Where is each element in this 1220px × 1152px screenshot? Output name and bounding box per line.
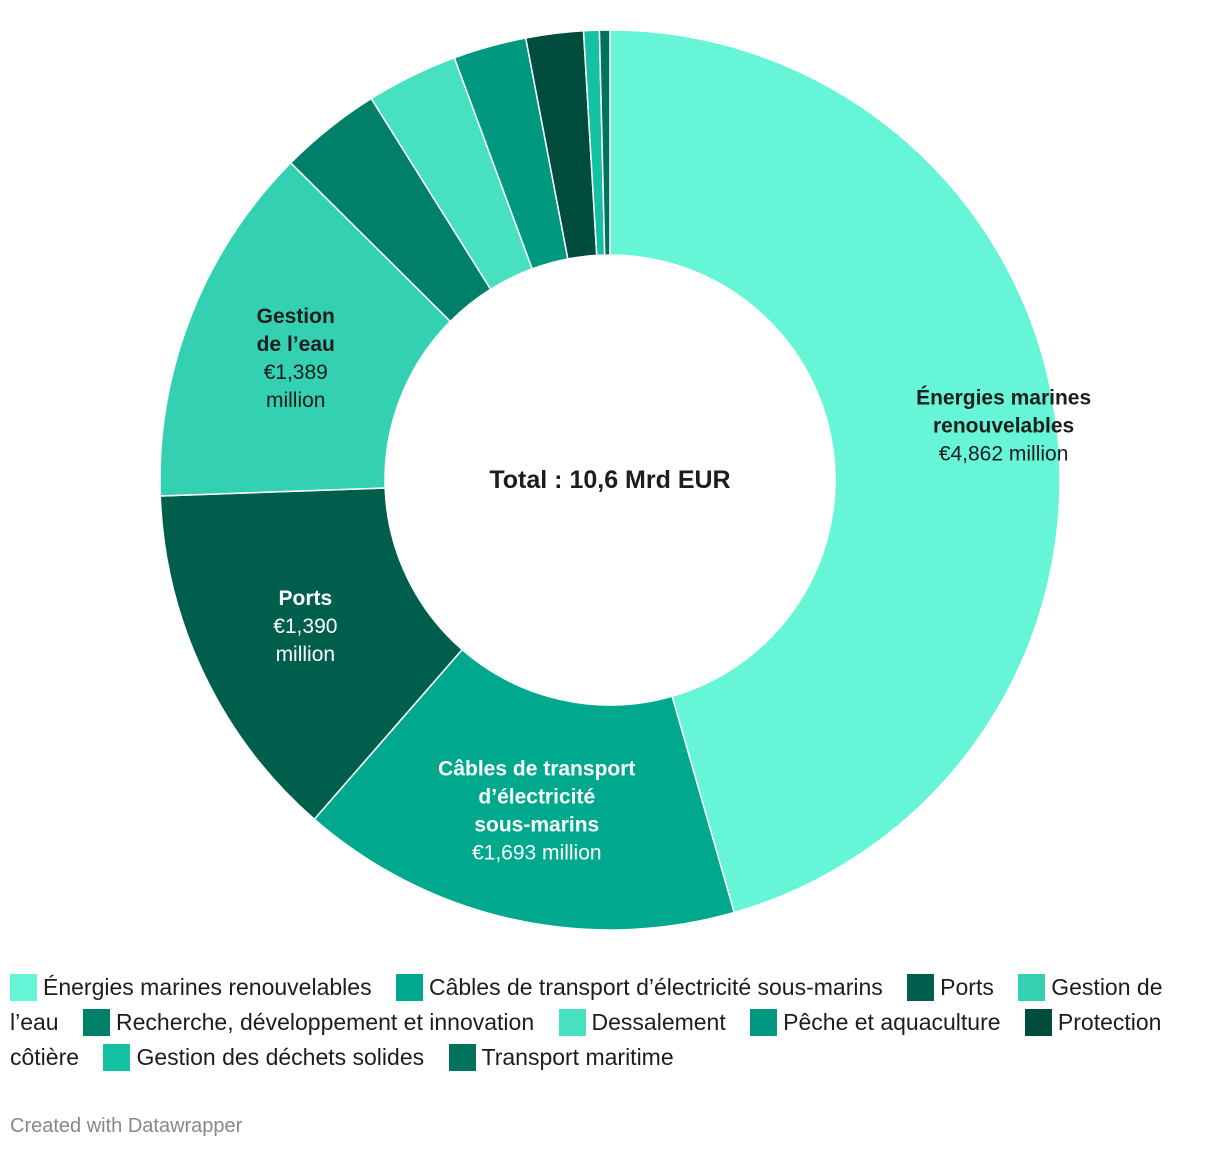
- legend-label: Transport maritime: [481, 1044, 674, 1070]
- legend-item-cables-de-transport-d-electricite-sous-marins: Câbles de transport d’électricité sous-m…: [395, 974, 883, 1001]
- legend-item-gestion-de-l-eau: Gestion de l’eau: [10, 974, 1163, 1035]
- legend-swatch: [1024, 1009, 1052, 1036]
- legend-swatch: [558, 1009, 586, 1036]
- legend-swatch: [1018, 974, 1046, 1001]
- legend-label: Gestion de l’eau: [10, 974, 1163, 1035]
- legend-item-transport-maritime: Transport maritime: [448, 1044, 674, 1071]
- legend-label: Protection côtière: [10, 1009, 1162, 1070]
- donut-chart: Énergies marines renouvelables €4,862 mill…: [159, 29, 1092, 931]
- legend-item-recherche-developpement-et-innovation: Recherche, développement et innovation: [83, 1009, 535, 1036]
- legend-label: Gestion des déchets solides: [136, 1044, 425, 1070]
- center-total-label: Total : 10,6 Mrd EUR: [489, 466, 730, 494]
- slice-labels: Énergies marines renouvelables €4,862 mill…: [257, 305, 1092, 865]
- slice-label-energies-marines-renouvelables: Énergies marines renouvelables €4,862 mill…: [916, 387, 1091, 466]
- slice-label-ports: Ports €1,390 million: [273, 587, 337, 666]
- slice-energies-marines-renouvelables: [609, 29, 1061, 914]
- legend-swatch: [10, 974, 37, 1001]
- slice-label-gestion-de-l-eau: Gestion de l’eau €1,389 million: [257, 305, 335, 412]
- legend-swatch: [103, 1044, 131, 1071]
- legend-label: Dessalement: [591, 1009, 726, 1035]
- legend-swatch: [395, 974, 423, 1001]
- slice-cables-de-transport-d-electricite-sous-marins: [313, 648, 736, 931]
- slice-label-cables-de-transport-d-electricite-sous-marins: Câbles de transport d’électricité sous-mar…: [438, 757, 635, 864]
- legend-label: Énergies marines renouvelables: [43, 974, 372, 1000]
- datawrapper-credit: Created with Datawrapper: [10, 1115, 243, 1137]
- slice-gestion-de-l-eau: [159, 161, 452, 497]
- legend-label: Recherche, développement et innovation: [116, 1009, 535, 1035]
- legend-swatch: [83, 1009, 110, 1036]
- legend-swatch: [750, 1009, 778, 1036]
- legend-item-peche-et-aquaculture: Pêche et aquaculture: [750, 1009, 1001, 1036]
- legend-item-dessalement: Dessalement: [558, 1009, 726, 1036]
- slice-transport-maritime: [598, 29, 611, 256]
- legend-swatch: [448, 1044, 476, 1071]
- legend-item-protection-cotiere: Protection côtière: [10, 1009, 1161, 1070]
- legend-label: Câbles de transport d’électricité sous-m…: [428, 974, 883, 1000]
- legend-item-energies-marines-renouvelables: Énergies marines renouvelables: [10, 974, 372, 1001]
- legend-label: Ports: [940, 974, 994, 1000]
- legend: Énergies marines renouvelables Câbles de…: [10, 970, 1210, 1075]
- legend-item-ports: Ports: [907, 974, 994, 1001]
- legend-swatch: [907, 974, 935, 1001]
- donut-slices: [159, 29, 1061, 931]
- legend-item-gestion-des-dechets-solides: Gestion des déchets solides: [103, 1044, 425, 1071]
- legend-label: Pêche et aquaculture: [783, 1009, 1001, 1035]
- slice-ports: [159, 487, 464, 821]
